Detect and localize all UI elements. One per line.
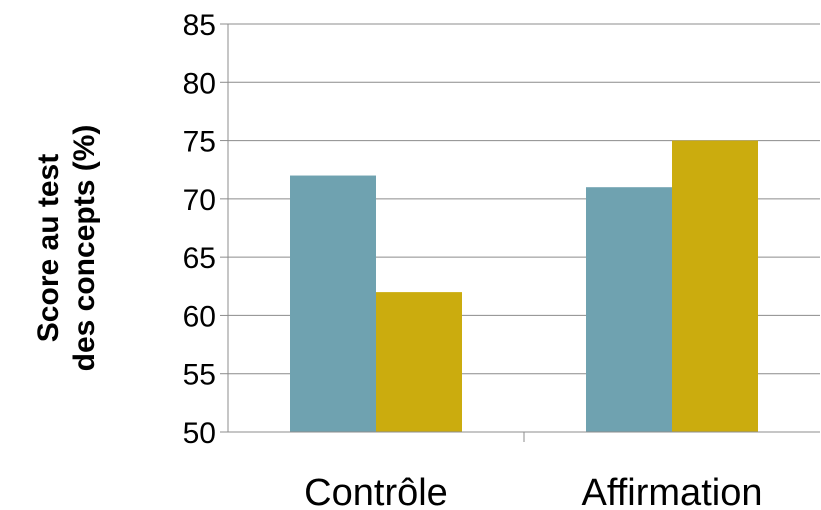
y-tick-label: 80 xyxy=(183,67,216,100)
y-tick-label: 70 xyxy=(183,184,216,217)
y-tick-label: 60 xyxy=(183,300,216,333)
bar-affirmation-series-1 xyxy=(586,187,672,432)
category-label: Affirmation xyxy=(582,472,763,510)
y-tick-label: 55 xyxy=(183,359,216,392)
y-tick-label: 75 xyxy=(183,126,216,159)
y-tick-labels: 50 55 60 65 70 75 80 85 xyxy=(183,9,216,450)
y-axis-title: Score au test des concepts (%) xyxy=(32,125,101,372)
bar-contrôle-series-1 xyxy=(290,175,376,433)
bar-contrôle-series-2 xyxy=(376,292,462,432)
y-tick-label: 50 xyxy=(183,417,216,450)
y-tick-label: 65 xyxy=(183,242,216,275)
bar-affirmation-series-2 xyxy=(672,140,758,433)
y-axis-title-line-1: Score au test xyxy=(32,154,65,342)
category-label: Contrôle xyxy=(304,472,448,510)
y-tick-label: 85 xyxy=(183,9,216,42)
y-axis-title-line-2: des concepts (%) xyxy=(68,125,101,372)
bars xyxy=(290,140,758,433)
axes xyxy=(220,23,820,442)
category-labels: Contrôle Affirmation xyxy=(304,472,762,510)
